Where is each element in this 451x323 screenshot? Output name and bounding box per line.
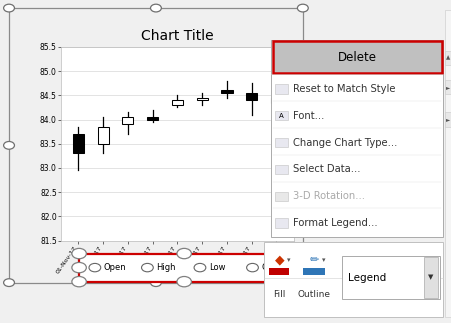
Text: ✏: ✏: [309, 255, 318, 265]
Bar: [97, 127, 108, 144]
Title: Chart Title: Chart Title: [141, 29, 213, 43]
Bar: [73, 134, 84, 153]
Text: Open: Open: [104, 263, 126, 272]
Bar: [246, 93, 257, 100]
Text: Font...: Font...: [292, 111, 323, 120]
Text: ►: ►: [445, 85, 450, 90]
Text: Delete: Delete: [337, 50, 376, 64]
Text: Format Legend...: Format Legend...: [292, 218, 377, 228]
Text: Change Chart Type...: Change Chart Type...: [292, 138, 396, 148]
Text: Select Data...: Select Data...: [292, 164, 359, 174]
Bar: [196, 98, 207, 100]
Text: High: High: [156, 263, 175, 272]
Text: ▾: ▾: [286, 257, 290, 263]
Text: Reset to Match Style: Reset to Match Style: [292, 84, 395, 94]
Text: ▼: ▼: [427, 275, 433, 281]
Text: Outline: Outline: [297, 290, 330, 299]
Bar: [122, 117, 133, 124]
Text: ►: ►: [445, 117, 450, 122]
Bar: [221, 90, 232, 93]
Text: A: A: [279, 113, 283, 119]
Text: ◆: ◆: [274, 254, 284, 266]
Text: Low: Low: [208, 263, 225, 272]
Text: Close: Close: [261, 263, 284, 272]
Text: 3-D Rotation...: 3-D Rotation...: [292, 192, 364, 201]
Text: Fill: Fill: [272, 290, 285, 299]
Bar: [171, 100, 183, 105]
Bar: [270, 98, 281, 103]
Text: Legend: Legend: [347, 273, 386, 283]
Text: ▲: ▲: [445, 56, 450, 61]
Bar: [147, 117, 158, 120]
Text: ▾: ▾: [321, 257, 325, 263]
